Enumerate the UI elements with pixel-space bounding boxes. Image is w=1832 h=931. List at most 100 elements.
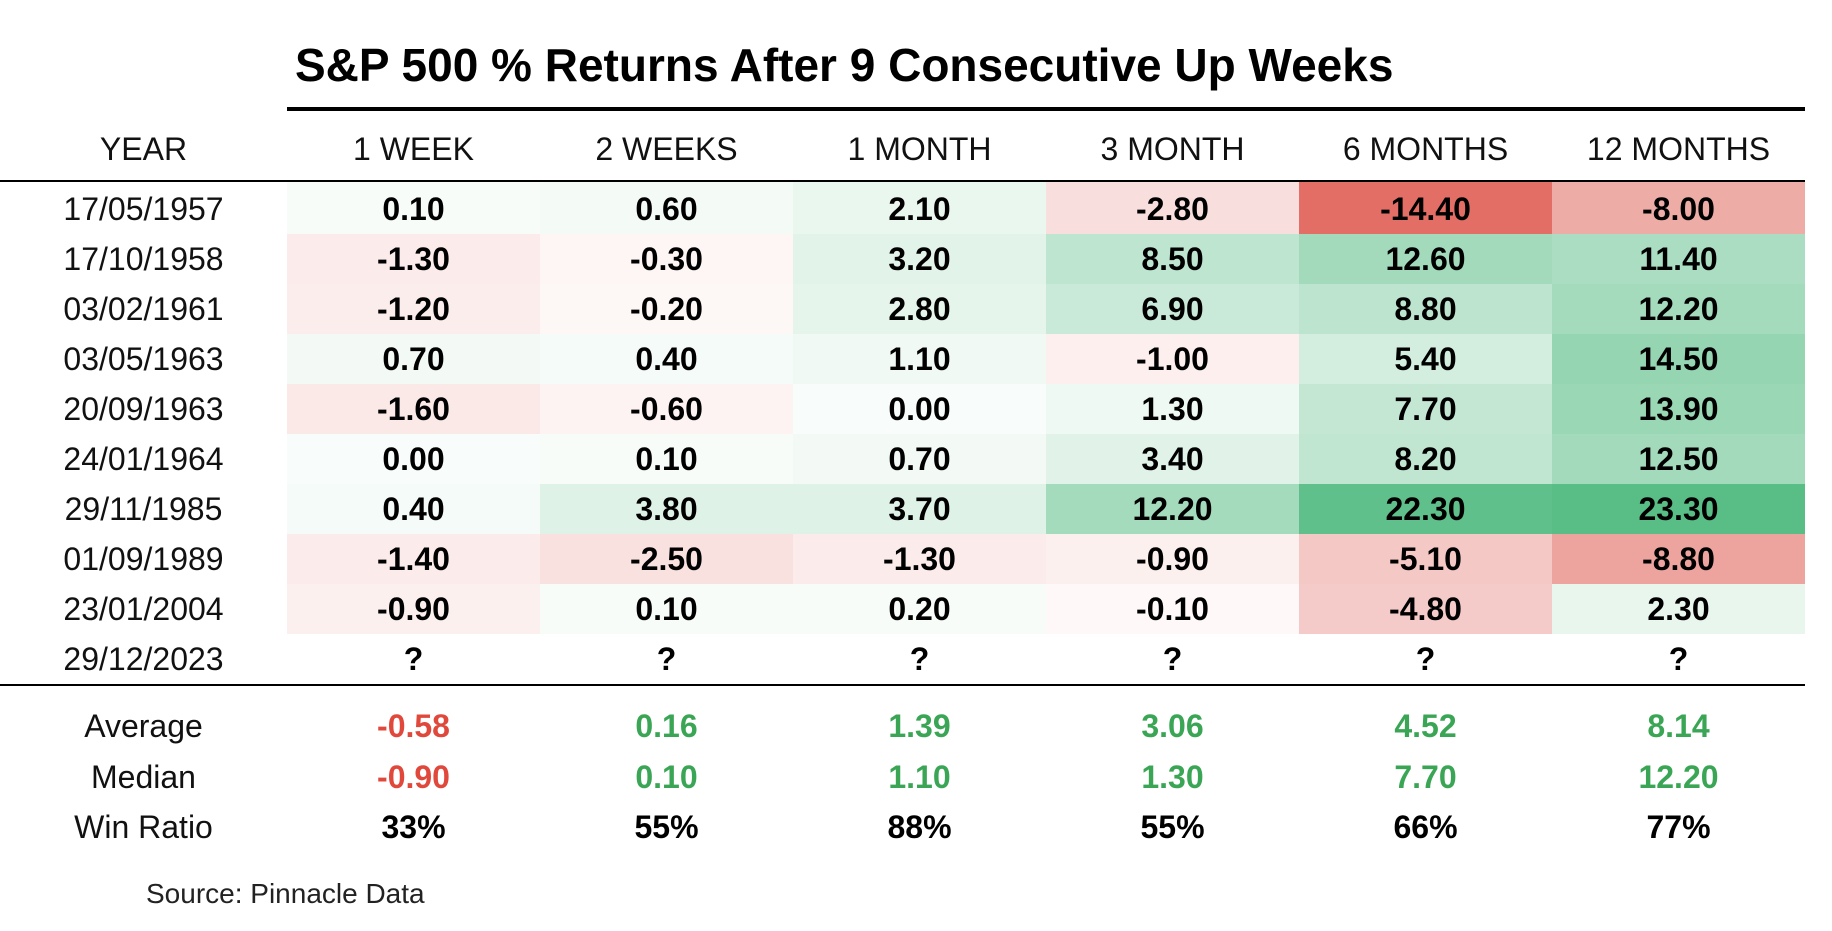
return-cell: 12.20 <box>1552 284 1805 334</box>
summary-row-win-ratio: Win Ratio 33% 55% 88% 55% 66% 77% <box>0 802 1805 852</box>
summary-value: 88% <box>887 808 952 845</box>
return-cell: -14.40 <box>1299 181 1552 234</box>
return-cell: 0.70 <box>287 334 540 384</box>
return-cell: 13.90 <box>1552 384 1805 434</box>
return-cell: 0.20 <box>793 584 1046 634</box>
return-cell: -0.60 <box>540 384 793 434</box>
return-cell: 0.70 <box>793 434 1046 484</box>
summary-value: 4.52 <box>1394 707 1457 744</box>
table-row: 29/12/2023?????? <box>0 634 1805 685</box>
summary-value: 3.06 <box>1141 707 1204 744</box>
summary-value: 0.10 <box>635 758 698 795</box>
return-cell: 0.10 <box>540 584 793 634</box>
chart-title: S&P 500 % Returns After 9 Consecutive Up… <box>295 39 1394 91</box>
return-cell: ? <box>793 634 1046 685</box>
return-cell: 12.20 <box>1046 484 1299 534</box>
return-cell: 0.10 <box>287 181 540 234</box>
table-row: 01/09/1989 -1.40 -2.50 -1.30 -0.90 -5.10 -8.80 <box>0 534 1805 584</box>
summary-value: 1.30 <box>1141 758 1204 795</box>
column-header-2-weeks: 2 WEEKS <box>595 130 738 167</box>
year-cell: 20/09/1963 <box>63 390 224 427</box>
table-row: 23/01/2004 -0.90 0.10 0.20 -0.10 -4.80 2.30 <box>0 584 1805 634</box>
return-cell: -8.80 <box>1552 534 1805 584</box>
return-cell: 0.00 <box>793 384 1046 434</box>
return-cell: 0.40 <box>287 484 540 534</box>
summary-value: 77% <box>1646 808 1711 845</box>
return-cell: 8.80 <box>1299 284 1552 334</box>
summary-label: Average <box>84 707 203 744</box>
return-cell: ? <box>1552 634 1805 685</box>
return-cell: 0.00 <box>287 434 540 484</box>
return-cell: 12.50 <box>1552 434 1805 484</box>
return-cell: -1.30 <box>287 234 540 284</box>
summary-row-average: Average -0.58 0.16 1.39 3.06 4.52 8.14 <box>0 685 1805 752</box>
column-header-year: YEAR <box>99 130 188 167</box>
summary-value: 7.70 <box>1394 758 1457 795</box>
table-row: 17/05/1957 0.10 0.60 2.10 -2.80 -14.40 -8.00 <box>0 181 1805 234</box>
year-cell: 03/05/1963 <box>63 340 224 377</box>
return-cell: -8.00 <box>1552 181 1805 234</box>
return-cell: 3.40 <box>1046 434 1299 484</box>
table-row: 24/01/1964 0.00 0.10 0.70 3.40 8.20 12.50 <box>0 434 1805 484</box>
year-cell: 01/09/1989 <box>63 540 224 577</box>
year-cell: 17/10/1958 <box>63 240 224 277</box>
summary-value: 0.16 <box>635 707 698 744</box>
returns-table: YEAR 1 WEEK 2 WEEKS 1 MONTH 3 MONTH 6 MONTHS 1… <box>0 118 1805 852</box>
year-cell: 24/01/1964 <box>63 440 224 477</box>
return-cell: -2.80 <box>1046 181 1299 234</box>
summary-value: 55% <box>1140 808 1205 845</box>
return-cell: -1.30 <box>793 534 1046 584</box>
return-cell: -2.50 <box>540 534 793 584</box>
summary-label: Win Ratio <box>74 808 213 845</box>
return-cell: 0.40 <box>540 334 793 384</box>
table-row: 29/11/1985 0.40 3.80 3.70 12.20 22.30 23.30 <box>0 484 1805 534</box>
return-cell: -0.30 <box>540 234 793 284</box>
title-underline <box>287 107 1805 111</box>
return-cell: 7.70 <box>1299 384 1552 434</box>
table-row: 03/02/1961 -1.20 -0.20 2.80 6.90 8.80 12.20 <box>0 284 1805 334</box>
column-header-1-week: 1 WEEK <box>353 130 474 167</box>
year-cell: 03/02/1961 <box>63 290 224 327</box>
summary-value: 8.14 <box>1647 707 1710 744</box>
return-cell: 1.30 <box>1046 384 1299 434</box>
return-cell: 2.30 <box>1552 584 1805 634</box>
summary-value: 66% <box>1393 808 1458 845</box>
return-cell: -0.20 <box>540 284 793 334</box>
table-row: 17/10/1958 -1.30 -0.30 3.20 8.50 12.60 11.40 <box>0 234 1805 284</box>
return-cell: -0.10 <box>1046 584 1299 634</box>
column-header-1-month: 1 MONTH <box>847 130 992 167</box>
return-cell: 2.80 <box>793 284 1046 334</box>
table-row: 20/09/1963 -1.60 -0.60 0.00 1.30 7.70 13.90 <box>0 384 1805 434</box>
return-cell: 8.20 <box>1299 434 1552 484</box>
return-cell: 14.50 <box>1552 334 1805 384</box>
summary-value: -0.58 <box>377 707 450 744</box>
year-cell: 23/01/2004 <box>63 590 224 627</box>
return-cell: 0.10 <box>540 434 793 484</box>
return-cell: -1.00 <box>1046 334 1299 384</box>
return-cell: ? <box>287 634 540 685</box>
return-cell: 3.20 <box>793 234 1046 284</box>
year-cell: 29/11/1985 <box>64 490 223 527</box>
return-cell: -1.20 <box>287 284 540 334</box>
return-cell: ? <box>1046 634 1299 685</box>
return-cell: 6.90 <box>1046 284 1299 334</box>
summary-value: 1.10 <box>888 758 951 795</box>
header-row: YEAR 1 WEEK 2 WEEKS 1 MONTH 3 MONTH 6 MONTHS 1… <box>0 118 1805 181</box>
return-cell: -0.90 <box>287 584 540 634</box>
summary-label: Median <box>91 758 196 795</box>
return-cell: 23.30 <box>1552 484 1805 534</box>
return-cell: -0.90 <box>1046 534 1299 584</box>
summary-value: 12.20 <box>1638 758 1719 795</box>
return-cell: 2.10 <box>793 181 1046 234</box>
summary-value: -0.90 <box>377 758 450 795</box>
return-cell: 3.70 <box>793 484 1046 534</box>
return-cell: 5.40 <box>1299 334 1552 384</box>
return-cell: 3.80 <box>540 484 793 534</box>
return-cell: -4.80 <box>1299 584 1552 634</box>
year-cell: 17/05/1957 <box>63 190 224 227</box>
return-cell: 8.50 <box>1046 234 1299 284</box>
return-cell: 0.60 <box>540 181 793 234</box>
return-cell: 11.40 <box>1552 234 1805 284</box>
year-cell: 29/12/2023 <box>63 640 224 677</box>
table-row: 03/05/1963 0.70 0.40 1.10 -1.00 5.40 14.50 <box>0 334 1805 384</box>
